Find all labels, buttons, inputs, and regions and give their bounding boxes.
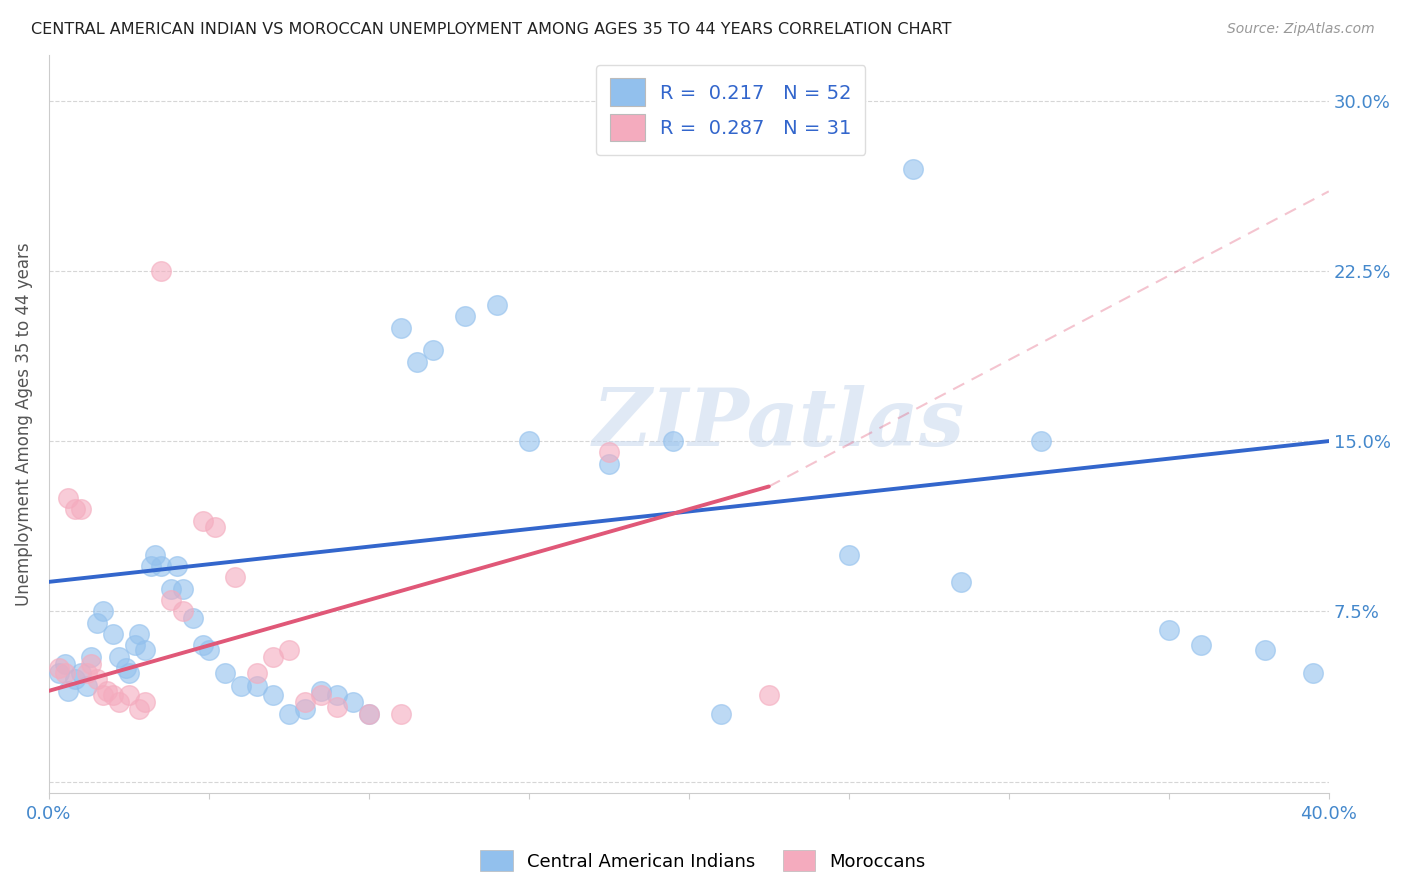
Point	[294, 702, 316, 716]
Point	[1157, 623, 1180, 637]
Point	[454, 310, 477, 324]
Point	[172, 582, 194, 596]
Point	[389, 706, 412, 721]
Point	[1189, 639, 1212, 653]
Point	[309, 683, 332, 698]
Point	[262, 689, 284, 703]
Point	[262, 649, 284, 664]
Point	[278, 643, 301, 657]
Text: Source: ZipAtlas.com: Source: ZipAtlas.com	[1227, 22, 1375, 37]
Point	[124, 639, 146, 653]
Point	[598, 457, 620, 471]
Point	[56, 683, 79, 698]
Legend: R =  0.217   N = 52, R =  0.287   N = 31: R = 0.217 N = 52, R = 0.287 N = 31	[596, 65, 866, 155]
Point	[79, 657, 101, 671]
Point	[294, 695, 316, 709]
Point	[710, 706, 733, 721]
Point	[214, 665, 236, 680]
Point	[53, 665, 76, 680]
Point	[357, 706, 380, 721]
Point	[485, 298, 508, 312]
Point	[901, 161, 924, 176]
Point	[128, 627, 150, 641]
Point	[118, 665, 141, 680]
Point	[246, 679, 269, 693]
Point	[949, 574, 972, 589]
Point	[79, 649, 101, 664]
Point	[93, 604, 115, 618]
Point	[357, 706, 380, 721]
Point	[598, 445, 620, 459]
Point	[191, 639, 214, 653]
Point	[662, 434, 685, 448]
Y-axis label: Unemployment Among Ages 35 to 44 years: Unemployment Among Ages 35 to 44 years	[15, 243, 32, 606]
Point	[1029, 434, 1052, 448]
Point	[96, 683, 118, 698]
Point	[1302, 665, 1324, 680]
Point	[48, 665, 70, 680]
Point	[63, 502, 86, 516]
Point	[70, 502, 93, 516]
Point	[101, 627, 124, 641]
Point	[181, 611, 204, 625]
Point	[70, 665, 93, 680]
Text: CENTRAL AMERICAN INDIAN VS MOROCCAN UNEMPLOYMENT AMONG AGES 35 TO 44 YEARS CORRE: CENTRAL AMERICAN INDIAN VS MOROCCAN UNEM…	[31, 22, 952, 37]
Point	[342, 695, 364, 709]
Point	[422, 343, 444, 358]
Point	[93, 689, 115, 703]
Point	[758, 689, 780, 703]
Point	[128, 702, 150, 716]
Point	[86, 615, 108, 630]
Point	[278, 706, 301, 721]
Point	[134, 695, 156, 709]
Point	[166, 558, 188, 573]
Point	[149, 558, 172, 573]
Point	[517, 434, 540, 448]
Point	[118, 689, 141, 703]
Point	[198, 643, 221, 657]
Point	[389, 320, 412, 334]
Point	[53, 657, 76, 671]
Point	[86, 673, 108, 687]
Point	[63, 673, 86, 687]
Point	[191, 514, 214, 528]
Point	[76, 679, 98, 693]
Point	[204, 520, 226, 534]
Point	[101, 689, 124, 703]
Point	[159, 582, 181, 596]
Point	[108, 649, 131, 664]
Point	[406, 354, 429, 368]
Point	[48, 661, 70, 675]
Point	[143, 548, 166, 562]
Point	[229, 679, 252, 693]
Point	[76, 665, 98, 680]
Point	[172, 604, 194, 618]
Point	[838, 548, 860, 562]
Point	[224, 570, 246, 584]
Point	[149, 264, 172, 278]
Point	[159, 593, 181, 607]
Text: ZIPatlas: ZIPatlas	[592, 385, 965, 463]
Point	[108, 695, 131, 709]
Legend: Central American Indians, Moroccans: Central American Indians, Moroccans	[472, 843, 934, 879]
Point	[309, 689, 332, 703]
Point	[326, 689, 349, 703]
Point	[114, 661, 136, 675]
Point	[141, 558, 163, 573]
Point	[56, 491, 79, 505]
Point	[326, 699, 349, 714]
Point	[246, 665, 269, 680]
Point	[1254, 643, 1277, 657]
Point	[134, 643, 156, 657]
